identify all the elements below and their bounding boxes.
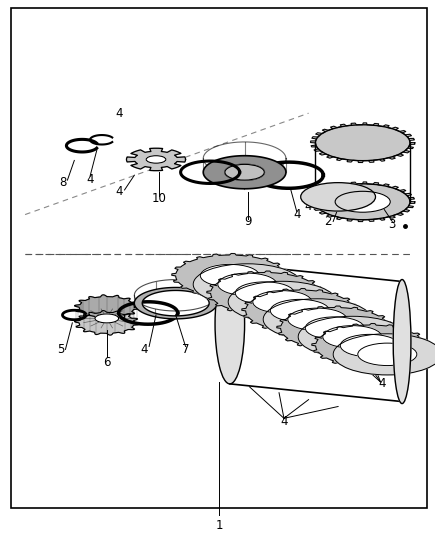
Text: 7: 7 (182, 343, 189, 356)
Text: 5: 5 (57, 343, 64, 356)
Ellipse shape (146, 156, 166, 163)
Ellipse shape (335, 191, 390, 212)
Ellipse shape (218, 273, 277, 296)
Text: 4: 4 (293, 208, 300, 221)
Text: 10: 10 (152, 192, 166, 205)
Ellipse shape (193, 264, 301, 305)
Text: 8: 8 (59, 175, 66, 189)
Ellipse shape (270, 300, 329, 322)
Ellipse shape (253, 290, 312, 313)
Ellipse shape (315, 184, 410, 220)
Polygon shape (312, 324, 428, 368)
Text: 4: 4 (141, 343, 148, 356)
Ellipse shape (215, 264, 244, 384)
Text: 3: 3 (389, 218, 396, 231)
Ellipse shape (305, 317, 364, 340)
Ellipse shape (288, 308, 347, 330)
Ellipse shape (323, 326, 382, 348)
Text: 4: 4 (116, 185, 124, 198)
Text: 4: 4 (86, 173, 94, 185)
Polygon shape (207, 271, 323, 315)
Ellipse shape (393, 279, 411, 403)
Polygon shape (172, 254, 288, 297)
Polygon shape (277, 306, 393, 350)
Polygon shape (242, 288, 358, 333)
Ellipse shape (301, 183, 375, 211)
Text: 9: 9 (244, 215, 251, 228)
Text: 2: 2 (325, 215, 332, 228)
Ellipse shape (315, 125, 410, 160)
Polygon shape (311, 123, 415, 163)
Polygon shape (127, 148, 186, 171)
Text: 4: 4 (378, 377, 386, 390)
Text: 6: 6 (103, 356, 110, 369)
Ellipse shape (298, 316, 406, 358)
Text: 1: 1 (215, 519, 223, 532)
Ellipse shape (333, 334, 438, 375)
Ellipse shape (225, 164, 264, 180)
Text: 4: 4 (280, 415, 288, 428)
Ellipse shape (263, 299, 371, 340)
PathPatch shape (203, 156, 286, 189)
Polygon shape (74, 295, 139, 319)
Ellipse shape (358, 343, 417, 366)
Ellipse shape (200, 264, 259, 287)
Ellipse shape (340, 334, 399, 357)
Polygon shape (311, 182, 415, 222)
Polygon shape (74, 311, 139, 335)
Polygon shape (95, 314, 119, 323)
Text: 4: 4 (305, 200, 312, 213)
Text: 4: 4 (116, 107, 124, 120)
PathPatch shape (134, 287, 217, 319)
Ellipse shape (228, 281, 336, 322)
Ellipse shape (235, 282, 294, 304)
